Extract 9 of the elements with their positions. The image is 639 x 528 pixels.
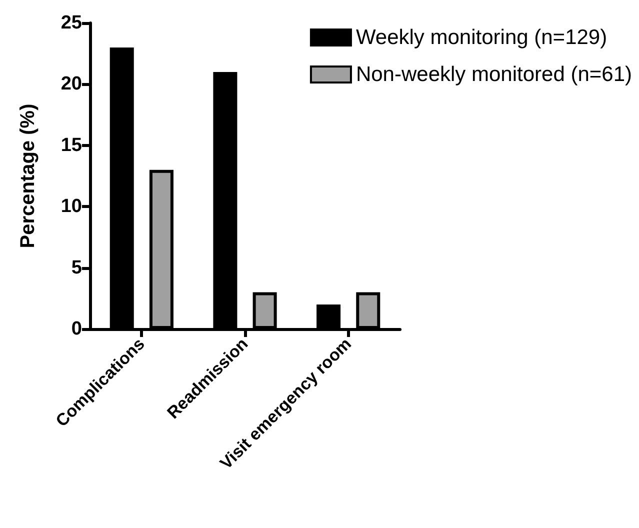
legend-label: Weekly monitoring (n=129) [356,26,608,49]
y-tick-label: 15 [60,134,82,156]
y-tick-label: 25 [60,12,82,34]
y-axis-title: Percentage (%) [17,104,39,248]
legend-label: Non-weekly monitored (n=61) [356,63,632,86]
y-tick-label: 5 [71,257,82,278]
y-tick-label: 10 [60,196,82,218]
y-tick-label: 0 [71,318,82,340]
y-tick-label: 20 [60,74,82,95]
